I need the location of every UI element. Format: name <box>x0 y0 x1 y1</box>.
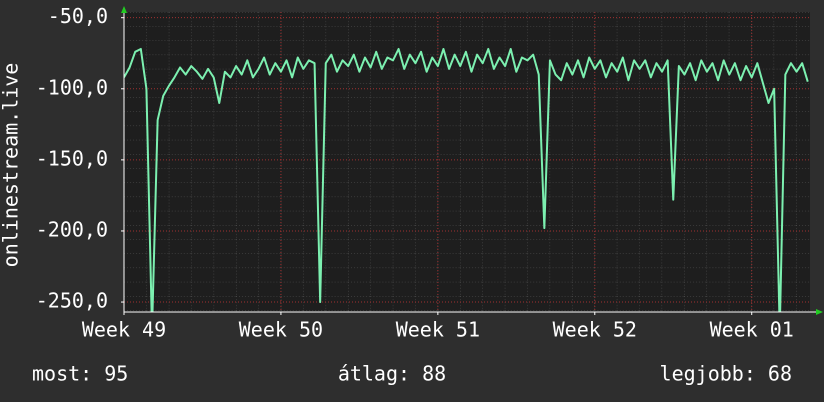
minor-grid <box>124 12 810 312</box>
x-arrow <box>816 309 823 315</box>
series-line <box>124 47 809 312</box>
footer-best: legjobb: 68 <box>660 362 792 386</box>
y-arrow <box>121 6 127 13</box>
x-tick-label: Week 51 <box>396 318 480 342</box>
y-axis-label: onlinestream.live <box>0 63 23 268</box>
footer-average: átlag: 88 <box>338 362 446 386</box>
plot <box>124 47 809 312</box>
x-tick-label: Week 52 <box>553 318 637 342</box>
x-tick-label: Week 50 <box>239 318 323 342</box>
x-tick-label: Week 01 <box>710 318 794 342</box>
y-tick-label: -150,0 <box>36 146 108 170</box>
y-tick-label: -200,0 <box>36 217 108 241</box>
y-tick-label: -250,0 <box>36 289 108 313</box>
y-tick-label: -50,0 <box>48 4 108 28</box>
footer-current: most: 95 <box>32 362 128 386</box>
y-tick-label: -100,0 <box>36 75 108 99</box>
axes: -50,0 -100,0 -150,0 -200,0 -250,0 Week 49 Week… <box>36 4 794 341</box>
x-tick-label: Week 49 <box>82 318 166 342</box>
